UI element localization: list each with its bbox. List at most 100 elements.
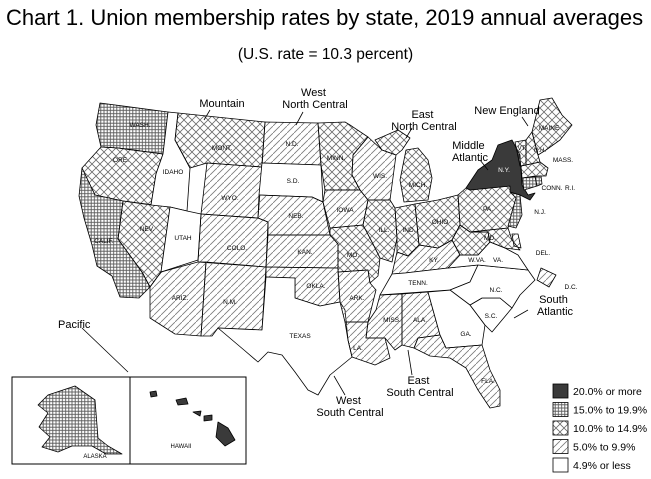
state-ia: IOWA xyxy=(322,189,369,229)
state-label-me: MAINE xyxy=(539,125,560,132)
state-label-az: ARIZ. xyxy=(172,295,189,302)
state-label-ks: KAN. xyxy=(297,249,312,256)
state-label-il: ILL. xyxy=(379,227,390,234)
state-label-wy: WYO. xyxy=(221,195,239,202)
state-label-nj: N.J. xyxy=(534,209,546,216)
state-label-in: IND. xyxy=(403,227,416,234)
state-label-ut: UTAH xyxy=(174,235,192,242)
state-label-mi: MICH. xyxy=(409,182,428,189)
region-label-ma: Middle Atlantic xyxy=(452,140,489,171)
state-label-ne: NEB. xyxy=(288,213,303,220)
svg-text:East South Central: East South Central xyxy=(386,375,453,399)
state-label-wi: WIS. xyxy=(373,173,387,180)
state-label-id: IDAHO xyxy=(163,169,184,176)
legend-label-diagonal: 5.0% to 9.9% xyxy=(573,442,635,454)
state-label-pa: PA. xyxy=(483,206,493,213)
legend: 20.0% or more 15.0% to 19.9% 10.0% to 14.9… xyxy=(552,383,647,473)
state-ak: ALASKA xyxy=(37,385,123,460)
legend-swatch-diagonal xyxy=(552,439,569,454)
state-label-mt: MONT. xyxy=(212,145,232,152)
state-label-ri: R.I. xyxy=(565,185,575,192)
region-label-mountain: Mountain xyxy=(199,98,245,121)
region-esc-line2: South Central xyxy=(386,387,453,399)
legend-label-blank: 4.9% or less xyxy=(573,460,631,472)
state-tx: TEXAS xyxy=(217,276,353,396)
state-label-oh: OHIO xyxy=(432,219,449,226)
region-ma-line1: Middle xyxy=(452,140,484,152)
state-label-ia: IOWA xyxy=(336,207,354,214)
state-il: ILL. xyxy=(362,199,398,263)
state-label-ok: OKLA. xyxy=(306,283,325,290)
region-label-wsc: West South Central xyxy=(316,375,384,419)
svg-text:Mountain: Mountain xyxy=(199,98,244,110)
region-wsc-line2: South Central xyxy=(316,407,383,419)
svg-text:West North Central: West North Central xyxy=(282,87,347,111)
state-label-ma: MASS. xyxy=(553,157,573,164)
state-label-mo: MO. xyxy=(347,252,359,259)
region-ma-line2: Atlantic xyxy=(452,152,489,164)
state-dc: D.C. xyxy=(536,267,578,291)
state-label-ct: CONN. xyxy=(542,185,563,192)
legend-label-crosshatch: 15.0% to 19.9% xyxy=(573,405,647,417)
region-label-esc: East South Central xyxy=(386,349,454,399)
state-label-co: COLO. xyxy=(227,245,247,252)
region-label-sa: South Atlantic xyxy=(513,294,574,319)
state-label-ms: MISS. xyxy=(383,317,401,324)
region-enc-line1: East xyxy=(411,109,433,121)
region-wsc-line1: West xyxy=(336,395,361,407)
region-wnc-line2: North Central xyxy=(282,99,347,111)
svg-text:East North Central: East North Central xyxy=(391,109,456,133)
region-label-ne: New England xyxy=(474,105,540,127)
state-label-nd: N.D. xyxy=(286,141,299,148)
state-label-hi: HAWAII xyxy=(171,444,192,450)
state-hi: HAWAII xyxy=(149,390,236,450)
state-label-tn: TENN. xyxy=(408,280,428,287)
svg-text:South Atlantic: South Atlantic xyxy=(537,294,574,318)
legend-swatch-blank xyxy=(552,457,569,473)
region-label-wnc: West North Central xyxy=(282,87,348,126)
state-label-de: DEL. xyxy=(536,250,551,257)
state-label-ak: ALASKA xyxy=(83,454,106,460)
state-label-or: ORE. xyxy=(113,157,129,164)
state-wa: WASH. xyxy=(95,102,169,155)
state-label-fl: FLA. xyxy=(481,378,495,385)
state-label-md: MD. xyxy=(484,235,496,242)
state-nj: N.J. xyxy=(507,191,546,229)
region-wnc-line1: West xyxy=(301,87,326,99)
state-label-nv: NEV. xyxy=(140,226,155,233)
state-label-al: ALA. xyxy=(413,317,427,324)
region-sa-line2: Atlantic xyxy=(537,306,574,318)
state-label-vt: VT. xyxy=(518,146,527,152)
svg-text:New England: New England xyxy=(474,105,539,117)
svg-text:Pacific: Pacific xyxy=(58,319,91,331)
state-de: DEL. xyxy=(511,233,551,257)
state-az: ARIZ. xyxy=(149,261,207,337)
region-sa-line1: South xyxy=(539,294,568,306)
state-label-mn: MINN. xyxy=(327,155,346,162)
region-label-enc: East North Central xyxy=(391,109,457,139)
state-me: MAINE xyxy=(531,97,573,156)
svg-text:West South Central: West South Central xyxy=(316,395,383,419)
state-mt: MONT. xyxy=(174,112,266,169)
state-nc: N.C. xyxy=(449,264,536,309)
state-label-nc: N.C. xyxy=(490,287,503,294)
state-mi: MICH. xyxy=(374,129,433,203)
region-label-pacific: Pacific xyxy=(58,319,129,373)
svg-text:Middle Atlantic: Middle Atlantic xyxy=(452,140,489,164)
state-label-sd: S.D. xyxy=(287,178,300,185)
state-label-ar: ARK. xyxy=(349,295,364,302)
state-md: MD. xyxy=(469,227,521,251)
state-ne: NEB. xyxy=(257,194,331,236)
state-nm: N.M. xyxy=(200,261,267,337)
state-co: COLO. xyxy=(197,213,269,268)
state-ks: KAN. xyxy=(265,234,339,269)
state-label-ky: KY. xyxy=(429,257,439,264)
chart-title: Chart 1. Union membership rates by state… xyxy=(6,5,644,30)
state-label-wa: WASH. xyxy=(129,122,150,129)
state-label-tx: TEXAS xyxy=(289,333,311,340)
state-wy: WYO. xyxy=(200,162,263,219)
state-label-wv: W.VA. xyxy=(468,257,486,264)
state-ar: ARK. xyxy=(337,269,377,323)
legend-swatch-diamond xyxy=(552,420,569,436)
